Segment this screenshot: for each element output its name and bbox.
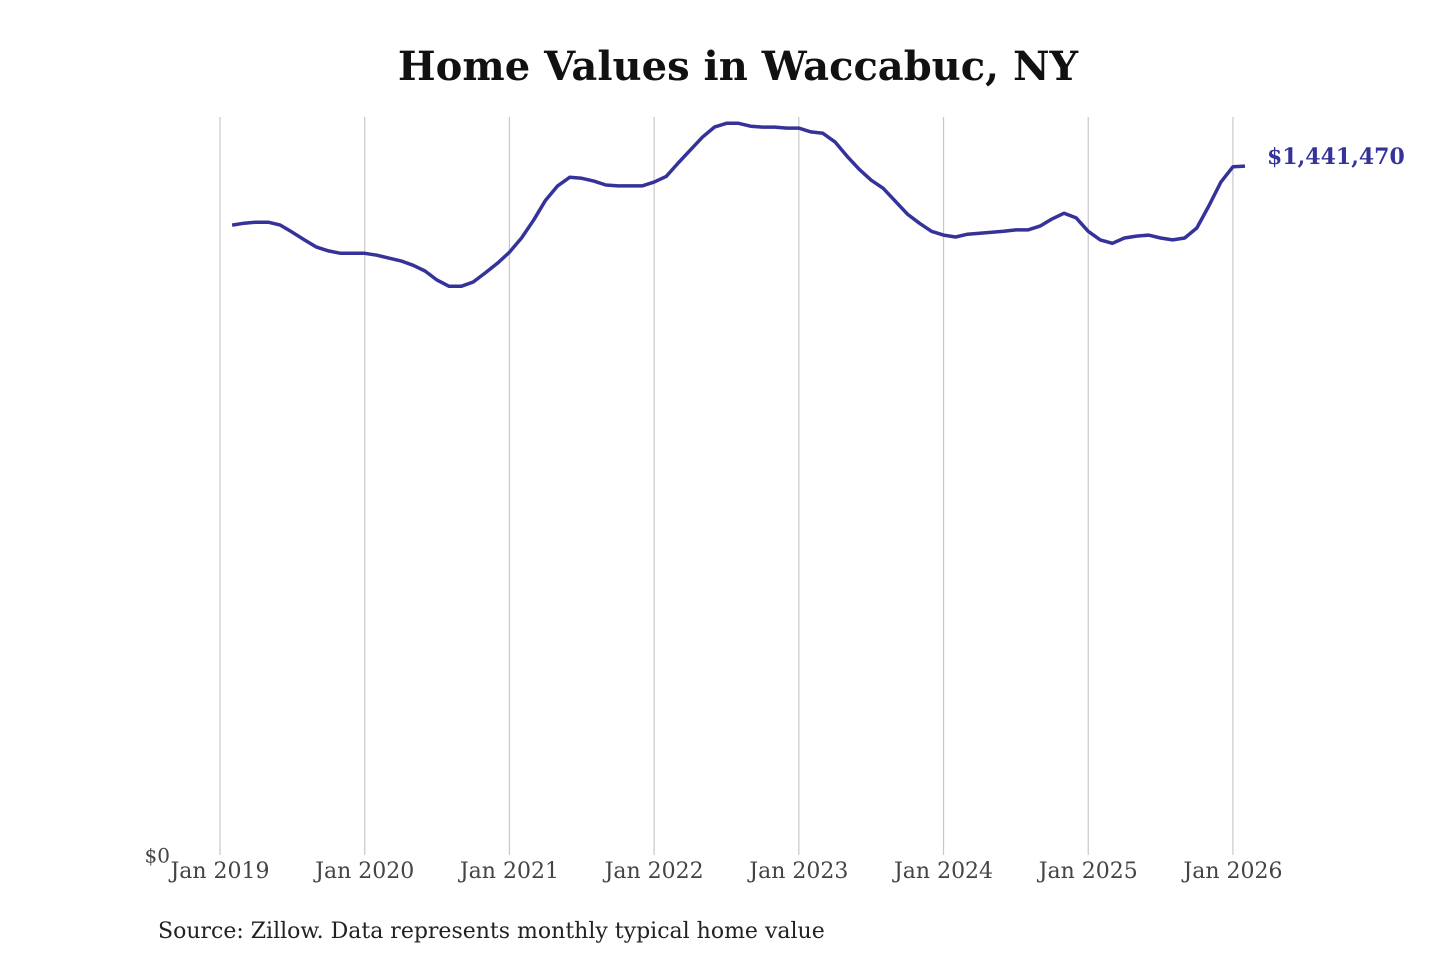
x-tick-label: Jan 2021 [458,859,559,884]
x-tick-label: Jan 2023 [747,859,848,884]
value-label: $1,441,470 [1267,144,1405,170]
y-tick-label: $0 [145,844,170,868]
x-tick-label: Jan 2024 [892,859,993,884]
source-note: Source: Zillow. Data represents monthly … [158,919,825,944]
x-tick-label: Jan 2025 [1037,859,1138,884]
chart-title: Home Values in Waccabuc, NY [398,43,1079,90]
x-tick-label: Jan 2020 [313,859,414,884]
data-line [231,121,1246,289]
x-tick-label: Jan 2022 [603,859,704,884]
x-tick-label: Jan 2019 [168,859,269,884]
x-tick-label: Jan 2026 [1181,859,1282,884]
